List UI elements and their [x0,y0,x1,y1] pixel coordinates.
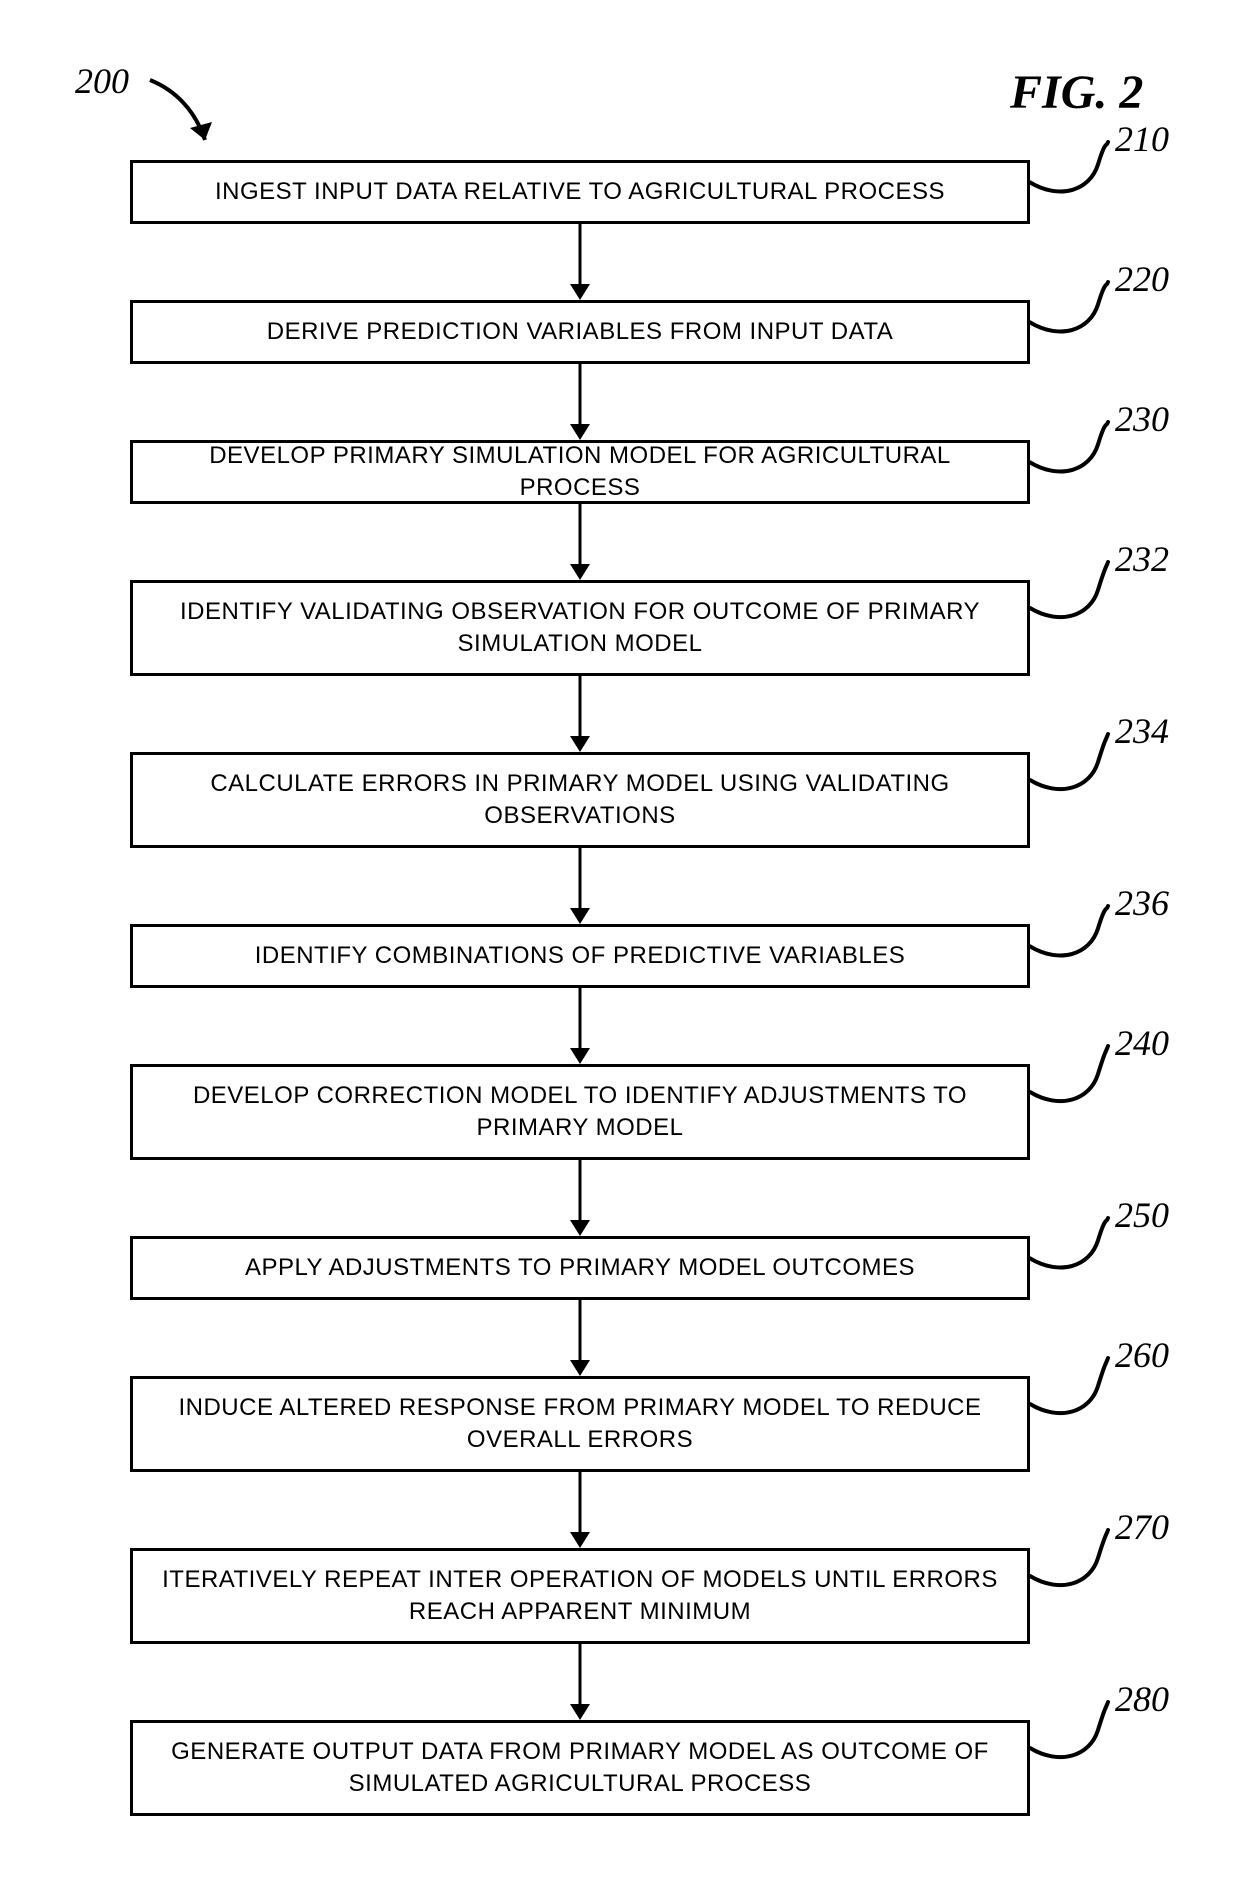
flow-step: INDUCE ALTERED RESPONSE FROM PRIMARY MOD… [130,1376,1030,1472]
flow-step: ITERATIVELY REPEAT INTER OPERATION OF MO… [130,1548,1030,1644]
step-ref-label: 234 [1115,710,1169,752]
flow-step: DERIVE PREDICTION VARIABLES FROM INPUT D… [130,300,1030,364]
figure-ref-200: 200 [75,60,129,102]
flow-step: IDENTIFY VALIDATING OBSERVATION FOR OUTC… [130,580,1030,676]
flow-step: DEVELOP PRIMARY SIMULATION MODEL FOR AGR… [130,440,1030,504]
flow-step: DEVELOP CORRECTION MODEL TO IDENTIFY ADJ… [130,1064,1030,1160]
step-ref-label: 270 [1115,1506,1169,1548]
step-ref-label: 240 [1115,1022,1169,1064]
flow-step: APPLY ADJUSTMENTS TO PRIMARY MODEL OUTCO… [130,1236,1030,1300]
flowchart-canvas: FIG. 2 200 INGEST INPUT DATA RELATIVE TO… [0,0,1240,1886]
flow-step: GENERATE OUTPUT DATA FROM PRIMARY MODEL … [130,1720,1030,1816]
step-ref-label: 250 [1115,1194,1169,1236]
step-ref-label: 220 [1115,258,1169,300]
step-ref-label: 232 [1115,538,1169,580]
step-ref-label: 230 [1115,398,1169,440]
step-ref-label: 260 [1115,1334,1169,1376]
step-ref-label: 236 [1115,882,1169,924]
flow-step: IDENTIFY COMBINATIONS OF PREDICTIVE VARI… [130,924,1030,988]
step-ref-label: 210 [1115,118,1169,160]
flow-step: INGEST INPUT DATA RELATIVE TO AGRICULTUR… [130,160,1030,224]
flow-step: CALCULATE ERRORS IN PRIMARY MODEL USING … [130,752,1030,848]
figure-title: FIG. 2 [1010,65,1143,120]
step-ref-label: 280 [1115,1678,1169,1720]
